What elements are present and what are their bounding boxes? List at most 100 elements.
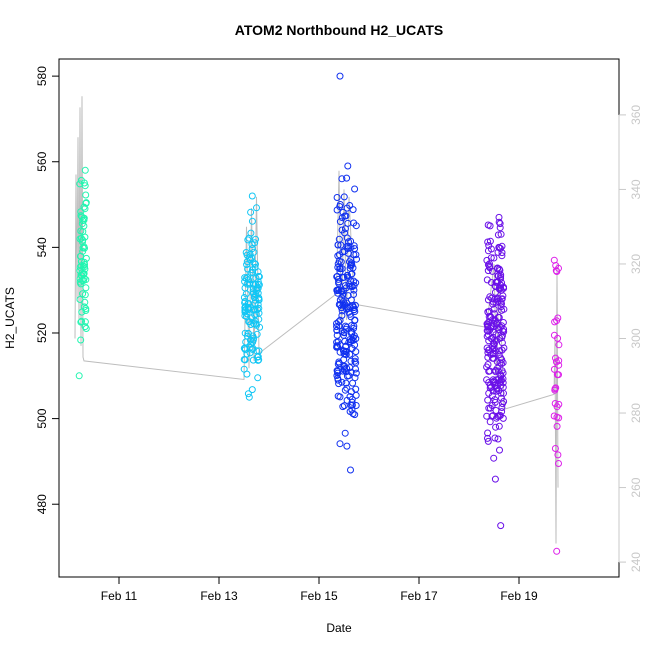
data-point (78, 317, 86, 325)
data-point (493, 414, 500, 422)
y-tick-label: 520 (35, 323, 49, 343)
data-point (352, 369, 360, 377)
x-axis-label: Date (326, 621, 352, 635)
data-point (351, 411, 359, 419)
secondary-series-line (74, 96, 559, 544)
data-point (492, 278, 500, 286)
secondary-tick-label: 240 (629, 552, 643, 572)
data-point (484, 353, 492, 361)
data-point (340, 273, 348, 281)
data-point (495, 351, 503, 359)
data-point (82, 325, 90, 332)
data-point (336, 301, 344, 309)
data-point (243, 310, 251, 318)
data-point (349, 410, 357, 418)
data-point (75, 372, 83, 380)
data-point (350, 219, 358, 227)
data-point (340, 193, 348, 201)
data-point (486, 262, 493, 270)
data-point (496, 347, 504, 355)
data-point (333, 194, 341, 201)
data-point (77, 318, 85, 326)
data-point (554, 314, 562, 322)
data-point (80, 179, 88, 187)
data-point (350, 277, 358, 285)
data-point (340, 350, 348, 358)
data-point (500, 325, 508, 333)
data-point (336, 203, 344, 210)
data-point (340, 302, 348, 310)
data-point (339, 403, 347, 411)
data-point (80, 214, 88, 222)
data-point (489, 354, 496, 362)
data-point (553, 371, 561, 379)
data-point (82, 199, 90, 207)
data-point (77, 227, 85, 235)
data-point (333, 342, 341, 350)
data-point (497, 230, 505, 238)
data-point (345, 372, 353, 380)
data-point (494, 435, 502, 443)
data-point (491, 288, 499, 296)
data-point (78, 272, 86, 280)
data-point (498, 252, 506, 260)
data-point (343, 384, 351, 392)
data-point (245, 280, 253, 288)
data-point (334, 376, 342, 384)
data-point (350, 324, 358, 332)
data-point (249, 336, 257, 344)
y-tick-label: 580 (35, 66, 49, 86)
data-point (245, 393, 253, 401)
data-point (247, 256, 254, 264)
data-point (555, 460, 562, 467)
data-point (497, 522, 505, 530)
data-point (553, 268, 561, 275)
data-point (338, 265, 346, 273)
data-point (493, 358, 501, 366)
data-point (243, 280, 251, 288)
data-point (496, 446, 503, 454)
data-point (80, 203, 88, 211)
data-point (247, 321, 255, 328)
y-axis-label: H2_UCATS (3, 287, 17, 349)
data-point (491, 475, 499, 483)
secondary-tick-label: 300 (629, 328, 643, 348)
data-point (500, 389, 507, 397)
data-point (240, 356, 248, 363)
data-point (248, 217, 256, 225)
data-point (484, 434, 491, 442)
data-point (550, 256, 558, 264)
data-point (334, 392, 342, 400)
data-point (246, 251, 254, 258)
data-point (244, 330, 252, 338)
data-point (497, 275, 505, 282)
data-point (490, 340, 498, 348)
data-point (491, 434, 499, 442)
data-point (496, 359, 504, 367)
data-point (334, 368, 341, 375)
data-point (348, 259, 356, 267)
data-point (488, 402, 496, 409)
data-point (486, 367, 494, 375)
data-point (351, 355, 359, 363)
data-point (81, 323, 89, 331)
data-point (494, 297, 502, 305)
data-point (485, 307, 493, 315)
data-point (241, 274, 249, 282)
data-point (348, 328, 356, 336)
data-point (341, 386, 349, 394)
data-point (497, 382, 505, 389)
data-point (340, 287, 347, 295)
data-point (247, 208, 255, 216)
data-point (344, 249, 352, 257)
data-point (243, 313, 250, 321)
data-point (492, 331, 500, 339)
data-point (498, 332, 506, 340)
data-point (253, 204, 260, 212)
data-point (348, 270, 356, 278)
data-point (346, 282, 354, 290)
data-point (81, 233, 89, 241)
data-point (338, 287, 345, 295)
data-point (554, 334, 562, 342)
data-point (248, 386, 256, 394)
